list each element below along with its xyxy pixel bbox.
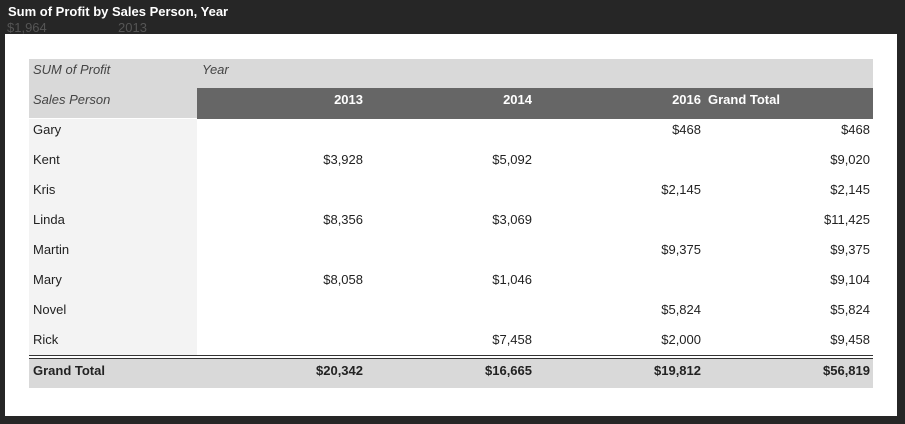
total-bg (29, 359, 873, 388)
value-cell: $7,458 (492, 332, 532, 347)
header-cell: Year (202, 62, 229, 77)
column-header: Grand Total (708, 92, 780, 107)
column-header: 2013 (334, 92, 363, 107)
row-label: Rick (33, 332, 59, 347)
row-label: Kent (33, 152, 60, 167)
value-cell: $468 (672, 122, 701, 137)
value-cell: $1,046 (492, 272, 532, 287)
value-cell: $9,458 (830, 332, 870, 347)
value-cell: $5,824 (661, 302, 701, 317)
value-cell: $9,104 (830, 272, 870, 287)
row-label: Novel (33, 302, 67, 317)
total-separator (29, 358, 873, 359)
total-label: Grand Total (33, 363, 105, 378)
column-header: 2014 (503, 92, 532, 107)
row-label: Kris (33, 182, 56, 197)
value-cell: $9,020 (830, 152, 870, 167)
header-cell: SUM of Profit (33, 62, 111, 77)
row-label: Mary (33, 272, 62, 287)
header-cell: Sales Person (33, 92, 111, 107)
value-cell: $5,092 (492, 152, 532, 167)
row-label: Gary (33, 122, 62, 137)
value-cell: $9,375 (830, 242, 870, 257)
header-bg (29, 59, 873, 88)
value-cell: $468 (841, 122, 870, 137)
window-title: Sum of Profit by Sales Person, Year (8, 4, 229, 19)
value-cell: $2,145 (830, 182, 870, 197)
value-cell: $8,356 (323, 212, 363, 227)
background-cell: 2013 (118, 20, 147, 35)
name-column-bg (29, 119, 197, 356)
total-cell: $16,665 (485, 363, 532, 378)
value-cell: $5,824 (830, 302, 870, 317)
value-cell: $2,000 (661, 332, 701, 347)
total-cell: $20,342 (316, 363, 363, 378)
value-cell: $2,145 (661, 182, 701, 197)
total-cell: $56,819 (823, 363, 870, 378)
background-cell: $1,964 (7, 20, 47, 35)
value-cell: $9,375 (661, 242, 701, 257)
total-separator (29, 355, 873, 356)
column-header: 2016 (672, 92, 701, 107)
column-header-bg (197, 88, 873, 119)
row-label: Martin (33, 242, 70, 257)
value-cell: $11,425 (823, 212, 870, 227)
header-bg (29, 88, 197, 118)
value-cell: $8,058 (323, 272, 363, 287)
value-cell: $3,928 (323, 152, 363, 167)
value-cell: $3,069 (492, 212, 532, 227)
row-label: Linda (33, 212, 65, 227)
total-cell: $19,812 (654, 363, 701, 378)
